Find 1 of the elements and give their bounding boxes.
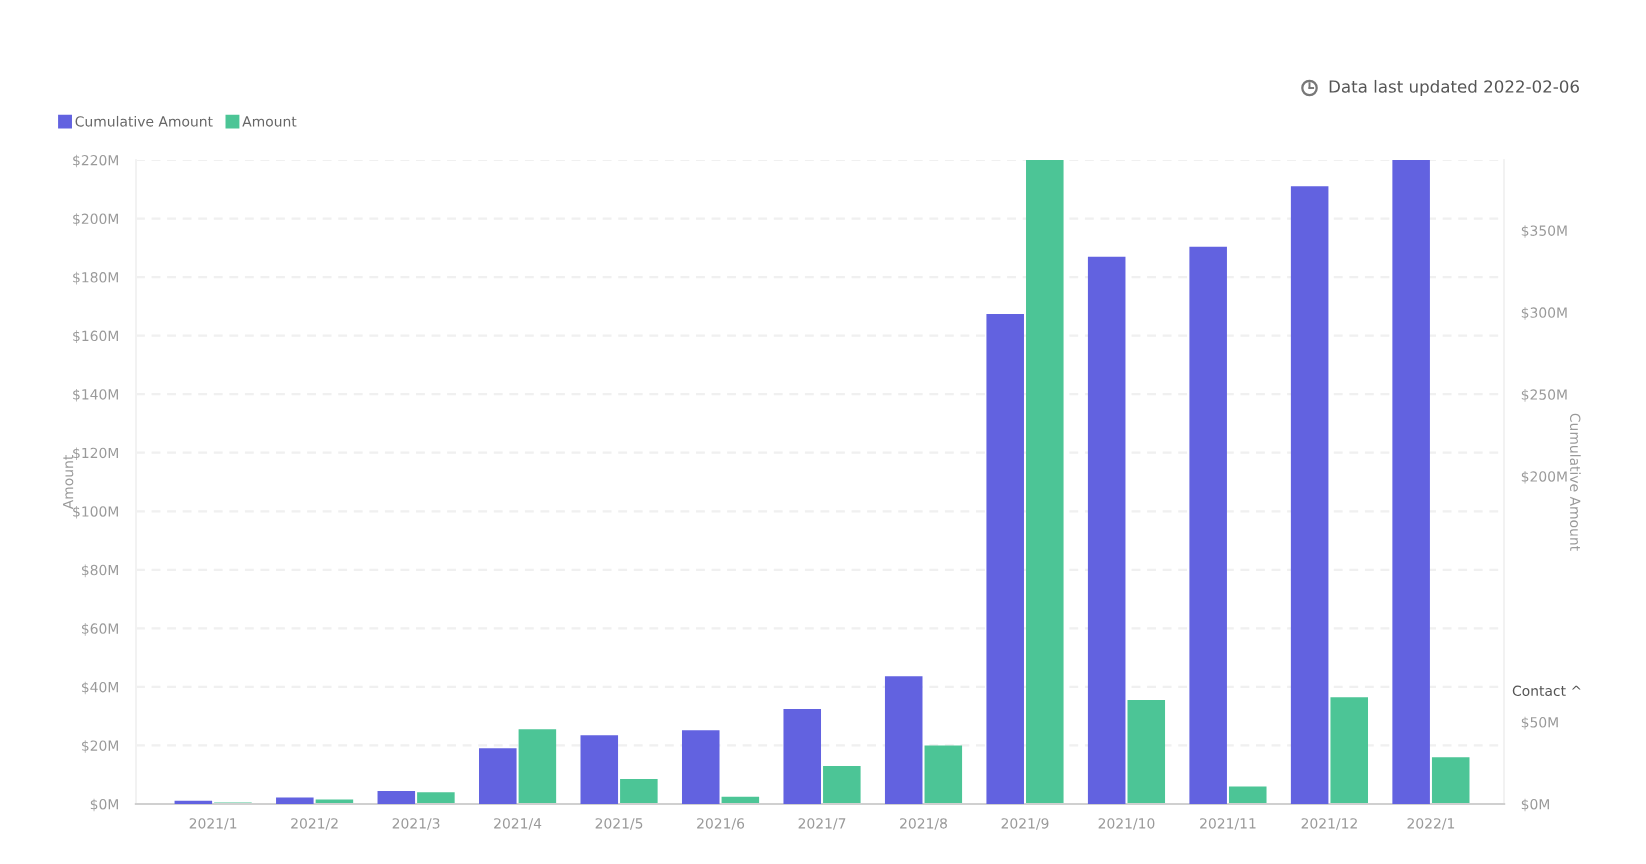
- text: Data last updated 2022-02-06: [1329, 79, 1579, 97]
